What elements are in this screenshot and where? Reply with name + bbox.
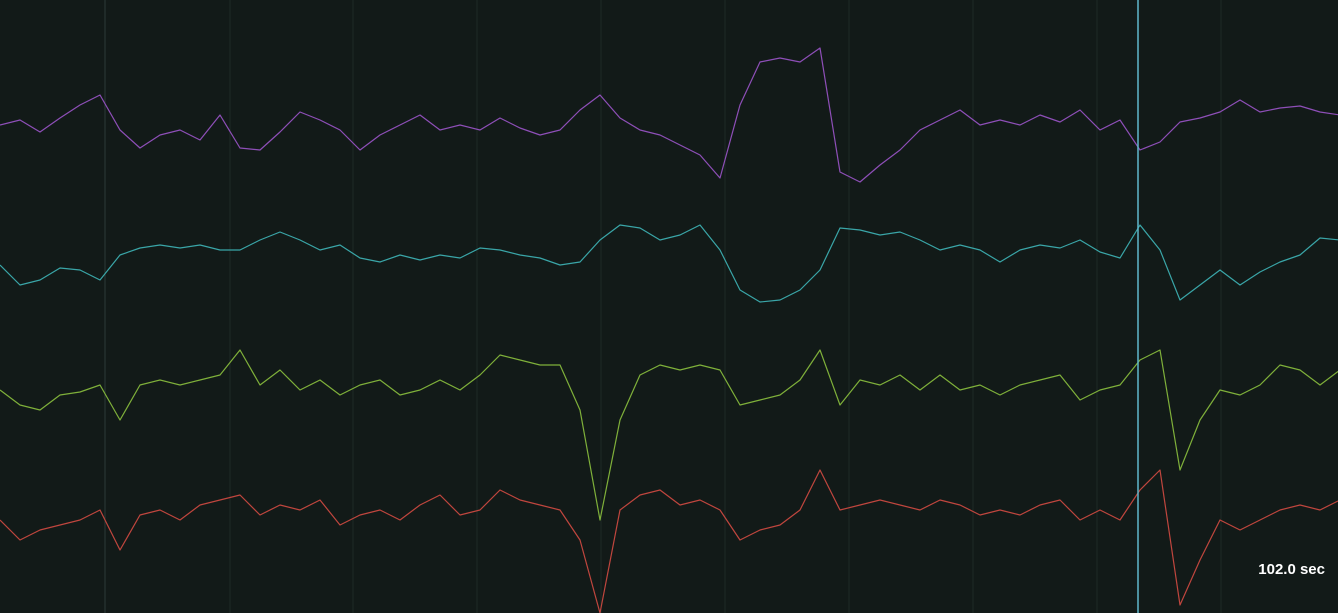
cursor-time-label: 102.0 sec [1258, 561, 1325, 578]
traces [0, 47, 1338, 613]
time-grid [104, 0, 1222, 613]
signal-trace [0, 349, 1338, 521]
signal-trace [0, 47, 1338, 183]
signal-trace [0, 224, 1338, 303]
signal-trace [0, 469, 1338, 613]
